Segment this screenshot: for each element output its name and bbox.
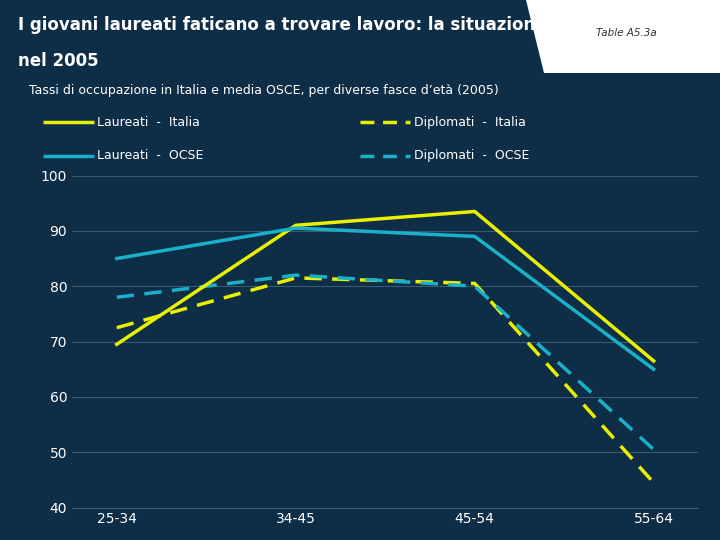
Polygon shape: [526, 0, 720, 73]
Text: Laureati  -  OCSE: Laureati - OCSE: [97, 150, 204, 163]
Text: Laureati  -  Italia: Laureati - Italia: [97, 116, 200, 129]
Text: Diplomati  -  Italia: Diplomati - Italia: [414, 116, 526, 129]
Text: nel 2005: nel 2005: [18, 52, 99, 71]
Text: Table A5.3a: Table A5.3a: [596, 28, 657, 38]
Text: I giovani laureati faticano a trovare lavoro: la situazione: I giovani laureati faticano a trovare la…: [18, 16, 546, 34]
Text: Diplomati  -  OCSE: Diplomati - OCSE: [414, 150, 529, 163]
Text: Tassi di occupazione in Italia e media OSCE, per diverse fasce d’età (2005): Tassi di occupazione in Italia e media O…: [29, 84, 498, 97]
